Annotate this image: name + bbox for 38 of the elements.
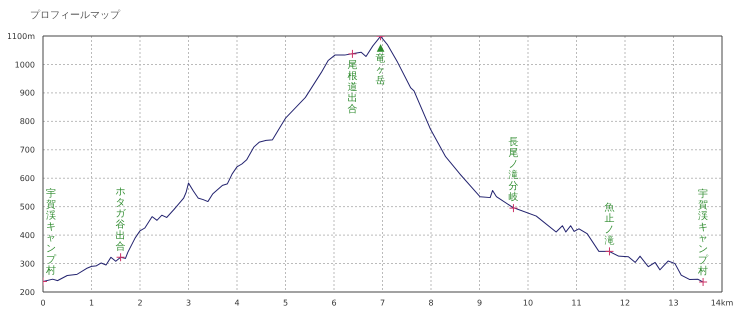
point (116, 252, 126, 262)
x-tick-label: 11 (571, 298, 582, 308)
point (604, 246, 614, 256)
annotation: 尾根道出合 (347, 60, 358, 115)
x-tick-label: 6 (331, 298, 337, 308)
y-tick-label: 1100m (6, 32, 36, 41)
x-tick-label: 8 (428, 298, 434, 308)
annotation: ▲竜ヶ岳 (376, 42, 386, 86)
y-tick-label: 600 (20, 174, 35, 184)
x-tick-label: 14km (710, 298, 734, 308)
annotation: 宇賀渓キャンプ村 (45, 187, 57, 276)
y-tick-label: 700 (20, 146, 35, 155)
annotation: 魚止ノ滝 (604, 201, 614, 246)
y-tick-label: 800 (20, 117, 35, 126)
chart-title: プロフィールマップ (30, 8, 120, 22)
x-tick-label: 10 (522, 298, 534, 308)
point (508, 204, 518, 213)
y-tick-label: 900 (20, 88, 35, 98)
x-tick-label: 1 (88, 298, 94, 308)
x-tick-label: 7 (380, 298, 386, 308)
x-tick-label: 13 (668, 298, 679, 308)
x-tick-label: 3 (186, 298, 192, 308)
x-tick-label: 2 (137, 298, 143, 308)
y-tick-label: 300 (20, 259, 35, 268)
y-tick-label: 400 (20, 230, 35, 240)
y-tick-label: 500 (20, 202, 35, 212)
point (348, 49, 357, 58)
x-tick-label: 0 (40, 298, 46, 308)
annotation: 宇賀渓キャンプ村 (697, 188, 710, 278)
x-tick-label: 5 (282, 298, 288, 308)
annotation: ホタガ谷出合 (116, 186, 127, 252)
x-tick-label: 12 (620, 298, 630, 308)
y-tick-label: 200 (20, 288, 35, 297)
x-tick-label: 9 (476, 298, 482, 308)
point (698, 278, 708, 287)
y-tick-label: 1000 (14, 60, 35, 70)
x-tick-label: 4 (234, 298, 240, 308)
annotation: 長尾ノ滝分岐 (508, 137, 518, 204)
